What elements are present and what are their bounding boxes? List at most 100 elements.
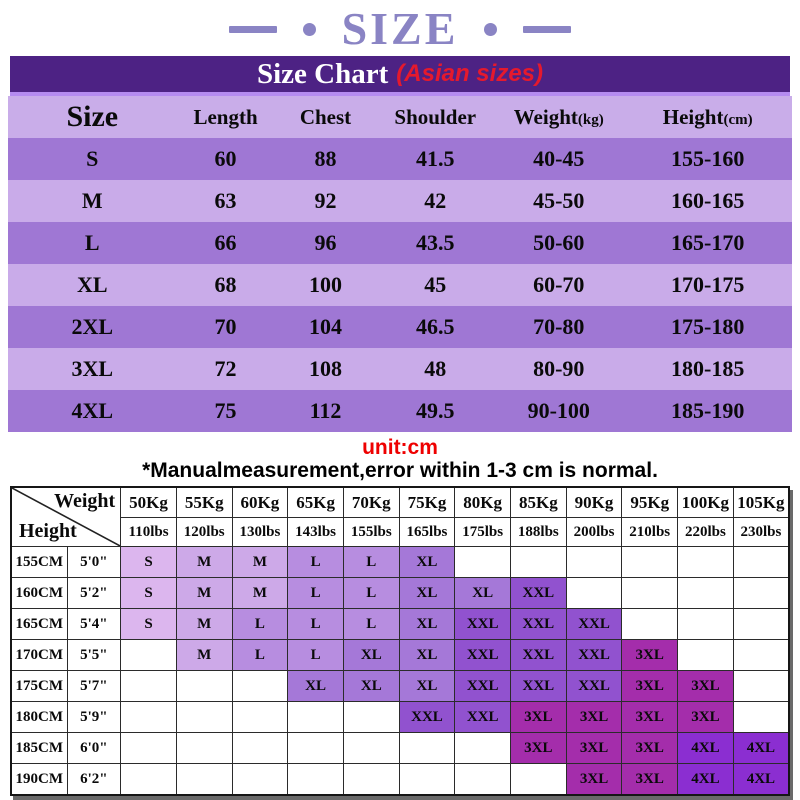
fit-empty-cell [677, 639, 734, 672]
fit-size-cell: S [120, 546, 177, 579]
fit-size-cell: M [175, 608, 233, 641]
column-header-unit: (cm) [723, 111, 753, 128]
weight-kg-header: 105Kg [732, 486, 790, 519]
fit-size-cell: 3XL [677, 670, 734, 703]
size-chart-cell-size: 2XL [8, 306, 177, 348]
size-chart-cell-shoulder: 42 [376, 180, 495, 222]
column-header-unit: (kg) [577, 111, 604, 128]
weight-kg-header: 95Kg [621, 486, 679, 519]
size-chart-cell-length: 75 [176, 390, 275, 432]
measurement-footnote: *Manualmeasurement,error within 1-3 cm i… [142, 459, 658, 483]
fit-empty-cell [287, 701, 344, 734]
fit-size-cell: M [175, 577, 233, 610]
fit-size-cell: 4XL [732, 763, 790, 796]
fit-size-cell: XL [342, 639, 400, 672]
fit-empty-cell [120, 701, 177, 734]
fit-empty-cell [677, 546, 734, 579]
size-chart-cell-chest: 96 [274, 222, 377, 264]
size-chart-cell-weight: 50-60 [494, 222, 624, 264]
height-cm-cell: 155CM [10, 546, 68, 579]
column-header-label: Chest [299, 104, 352, 129]
fit-empty-cell [677, 577, 734, 610]
fit-size-cell: XL [342, 670, 400, 703]
fit-size-cell: 3XL [621, 763, 679, 796]
fit-size-cell: L [287, 577, 344, 610]
fit-empty-cell [175, 732, 233, 765]
size-chart-column-header: Height(cm) [623, 96, 792, 138]
dash-left-icon [228, 25, 277, 33]
weight-kg-header: 50Kg [120, 486, 177, 519]
size-chart-row: XL 68 100 45 60-70 170-175 [8, 264, 792, 306]
fit-empty-cell [621, 608, 679, 641]
fit-size-cell: XXL [565, 608, 623, 641]
fit-matrix-table: Weight Height 50Kg 55Kg 60Kg 65Kg 70Kg 75Kg 80Kg… [10, 486, 790, 797]
dot-right-icon [484, 22, 498, 36]
decor-title: SIZE [341, 3, 459, 54]
fit-size-cell: XL [454, 577, 511, 610]
weight-lbs-header: 230lbs [732, 517, 790, 548]
fit-empty-cell [342, 763, 400, 796]
column-header-label: Size [66, 100, 119, 133]
size-chart-cell-length: 68 [176, 264, 275, 306]
size-chart-cell-length: 66 [176, 222, 275, 264]
size-chart-cell-chest: 104 [274, 306, 377, 348]
diagonal-line-icon [12, 488, 120, 546]
column-header-label: Shoulder [394, 104, 477, 129]
fit-size-cell: XL [287, 670, 344, 703]
fit-empty-cell [510, 546, 567, 579]
size-chart-cell-height: 165-170 [623, 222, 792, 264]
fit-size-cell: L [287, 608, 344, 641]
fit-empty-cell [120, 732, 177, 765]
fit-size-cell: 4XL [677, 763, 734, 796]
weight-lbs-header: 210lbs [621, 517, 679, 548]
fit-empty-cell [621, 546, 679, 579]
weight-kg-header: 70Kg [342, 486, 400, 519]
unit-note: unit:cm [362, 436, 438, 459]
size-chart-column-header: Length [176, 96, 275, 138]
size-chart-cell-size: S [8, 138, 177, 180]
fit-size-cell: L [342, 546, 400, 579]
fit-size-cell: S [120, 608, 177, 641]
size-chart-header: Size Length Chest Shoulder Weight(kg) Height(… [8, 96, 792, 138]
size-chart-cell-length: 70 [176, 306, 275, 348]
height-ft-cell: 5'9" [66, 701, 122, 734]
size-chart-cell-height: 185-190 [623, 390, 792, 432]
fit-size-cell: XL [398, 670, 456, 703]
fit-size-cell: S [120, 577, 177, 610]
size-chart-cell-shoulder: 49.5 [376, 390, 495, 432]
size-chart-cell-shoulder: 43.5 [376, 222, 495, 264]
fit-size-cell: L [231, 608, 289, 641]
fit-size-cell: L [342, 577, 400, 610]
height-cm-cell: 175CM [10, 670, 68, 703]
fit-matrix-row: 175CM 5'7" XL XL XL XXL XXL XXL 3XL 3XL [10, 670, 790, 703]
size-chart-cell-shoulder: 48 [376, 348, 495, 390]
fit-empty-cell [732, 701, 790, 734]
weight-kg-header: 75Kg [398, 486, 456, 519]
fit-empty-cell [398, 732, 456, 765]
size-chart-cell-shoulder: 46.5 [376, 306, 495, 348]
fit-size-cell: L [231, 639, 289, 672]
fit-empty-cell [231, 763, 289, 796]
fit-size-cell: 4XL [732, 732, 790, 765]
title-bar: Size Chart (Asian sizes) [10, 56, 790, 96]
weight-lbs-header: 200lbs [565, 517, 623, 548]
fit-size-cell: 3XL [510, 732, 567, 765]
fit-size-cell: XXL [510, 639, 567, 672]
weight-lbs-header: 110lbs [120, 517, 177, 548]
fit-size-cell: XL [398, 577, 456, 610]
fit-matrix-row: 160CM 5'2" S M M L L XL XL XXL [10, 577, 790, 610]
height-cm-cell: 160CM [10, 577, 68, 610]
weight-lbs-header: 175lbs [454, 517, 511, 548]
weight-lbs-header: 155lbs [342, 517, 400, 548]
fit-matrix-header-row-lbs: 110lbs 120lbs 130lbs 143lbs 155lbs 165lbs 175l… [11, 517, 790, 548]
fit-matrix-corner-cell: Weight Height [10, 486, 122, 548]
title-suffix: (Asian sizes) [396, 60, 543, 87]
column-header-label: Weight [513, 104, 578, 129]
size-chart-cell-length: 63 [176, 180, 275, 222]
fit-empty-cell [231, 670, 289, 703]
size-chart-cell-weight: 45-50 [494, 180, 624, 222]
fit-empty-cell [120, 639, 177, 672]
weight-lbs-header: 165lbs [398, 517, 456, 548]
size-chart-row: M 63 92 42 45-50 160-165 [8, 180, 792, 222]
